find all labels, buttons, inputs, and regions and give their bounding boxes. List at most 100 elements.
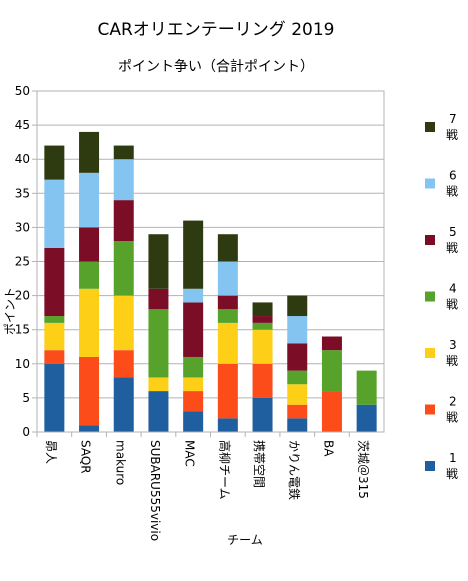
x-tick-label: BA <box>321 440 335 457</box>
bar-segment <box>217 234 238 262</box>
legend-label: 5 <box>449 225 457 239</box>
bar-segment <box>44 316 65 323</box>
bar-segment <box>44 179 65 248</box>
bar-segment <box>44 350 65 364</box>
bar-segment <box>113 145 134 160</box>
bar-segment <box>252 302 273 317</box>
legend-label-suffix: 戦 <box>446 241 458 255</box>
x-tick-label: 高柳チーム <box>217 440 232 500</box>
bar-segment <box>252 322 273 330</box>
y-axis-title: ポイント <box>3 287 17 335</box>
legend-label-suffix: 戦 <box>446 354 458 368</box>
bar-segment <box>217 363 238 419</box>
bar-segment <box>217 322 238 364</box>
bar-segment <box>44 247 65 317</box>
legend-label: 4 <box>449 282 457 296</box>
x-axis-labels: 昴人 SAQR makuro SUBARU555vivio MAC 高柳チーム 携帯空間 かり… <box>44 440 370 541</box>
legend-label: 1 <box>449 451 457 465</box>
y-tick-label: 40 <box>15 152 30 166</box>
y-tick-label: 45 <box>15 118 30 132</box>
legend: 7 戦 6 戦 5 戦 4 戦 3 戦 2 戦 1 戦 <box>425 112 458 481</box>
x-tick-label: 携帯空間 <box>252 440 267 488</box>
bars <box>44 131 377 432</box>
bar-segment <box>148 234 169 289</box>
legend-label-suffix: 戦 <box>446 411 458 425</box>
bar-segment <box>287 343 308 371</box>
bar-segment <box>44 322 65 351</box>
bar-segment <box>217 418 238 432</box>
bar-segment <box>252 316 273 323</box>
y-tick-label: 30 <box>15 220 30 234</box>
y-tick-label: 35 <box>15 186 30 200</box>
y-tick-label: 15 <box>15 323 30 337</box>
bar-segment <box>113 200 134 242</box>
bar-segment <box>183 391 204 412</box>
bar-segment <box>252 329 273 364</box>
x-tick-label: makuro <box>113 440 127 485</box>
bar-segment <box>79 425 100 432</box>
legend-swatch <box>425 178 435 189</box>
bar-segment <box>252 397 273 432</box>
y-tick-label: 10 <box>15 357 30 371</box>
bar-segment <box>113 241 134 296</box>
legend-label-suffix: 戦 <box>446 298 458 312</box>
legend-swatch <box>425 461 435 471</box>
bar-segment <box>79 356 100 426</box>
bar-segment <box>113 295 134 351</box>
legend-label: 7 <box>449 112 457 126</box>
bar-segment <box>217 309 238 323</box>
bar-segment <box>79 261 100 289</box>
bar-segment <box>44 363 65 432</box>
legend-swatch <box>425 235 435 245</box>
bar-segment <box>148 391 169 432</box>
y-tick-label: 5 <box>22 391 30 405</box>
bar-segment <box>217 261 238 296</box>
legend-label-suffix: 戦 <box>446 185 458 199</box>
plot-frame <box>36 90 385 433</box>
x-tick-label: MAC <box>183 440 197 467</box>
bar-segment <box>287 418 308 432</box>
bar-segment <box>183 288 204 303</box>
legend-label: 3 <box>449 338 457 352</box>
legend-swatch <box>425 291 435 302</box>
bar-segment <box>183 302 204 357</box>
bar-segment <box>356 370 377 405</box>
bar-segment <box>79 288 100 357</box>
bar-segment <box>113 159 134 201</box>
bar-segment <box>183 220 204 289</box>
bar-segment <box>79 227 100 262</box>
bar-segment <box>148 377 169 392</box>
bar-segment <box>287 384 308 405</box>
bar-segment <box>79 131 100 173</box>
x-tick-label: SUBARU555vivio <box>148 440 162 541</box>
x-axis-title: チーム <box>227 533 263 547</box>
bar-segment <box>183 356 204 378</box>
bar-segment <box>217 295 238 310</box>
bar-segment <box>148 288 169 310</box>
legend-swatch <box>425 404 435 415</box>
bar-segment <box>356 404 377 432</box>
x-tick-label: 茨城＠315 <box>356 440 370 499</box>
bar-segment <box>44 145 65 180</box>
bar-segment <box>287 316 308 344</box>
legend-label: 2 <box>449 395 457 409</box>
chart-subtitle: ポイント争い（合計ポイント） <box>118 59 314 75</box>
legend-label-suffix: 戦 <box>446 128 458 142</box>
bar-segment <box>321 391 342 432</box>
bar-segment <box>287 404 308 419</box>
bar-segment <box>183 377 204 392</box>
y-tick-label: 0 <box>22 425 30 439</box>
legend-label: 6 <box>449 169 457 183</box>
y-tick-label: 50 <box>15 84 30 98</box>
bar-segment <box>287 295 308 317</box>
bar-segment <box>321 350 342 392</box>
bar-segment <box>287 370 308 385</box>
bar-segment <box>252 363 273 398</box>
legend-swatch <box>425 122 435 132</box>
chart-title: CARオリエンテーリング 2019 <box>98 20 335 40</box>
bar-segment <box>148 309 169 378</box>
bar-segment <box>321 336 342 351</box>
bar-segment <box>113 350 134 378</box>
y-axis-ticks: 0 5 10 15 20 25 30 35 40 45 50 <box>15 84 30 439</box>
